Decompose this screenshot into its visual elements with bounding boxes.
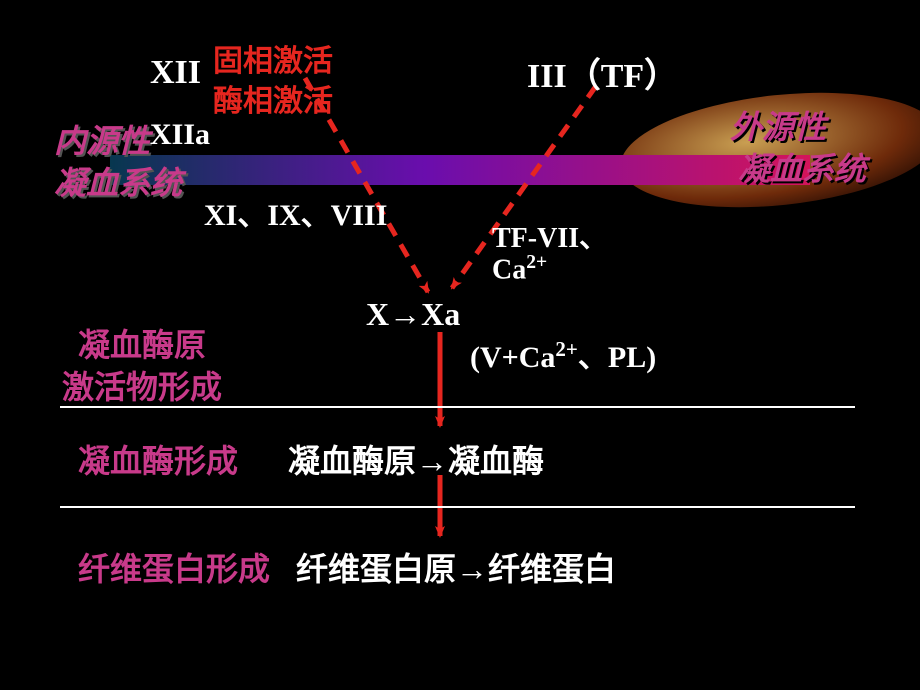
- label-enzyme-activation: 酶相激活: [213, 76, 333, 120]
- label-x-to-xa: X→Xa: [366, 296, 460, 333]
- label-solid-activation: 固相激活: [213, 36, 333, 80]
- label-prothrombin-1: 凝血酶原: [78, 320, 206, 366]
- label-tf-vii: TF-VII、: [492, 216, 607, 256]
- label-prothrombin-2: 激活物形成: [62, 362, 222, 408]
- label-v-ca-pl: (V+Ca2+、PL): [470, 332, 656, 376]
- label-fibrin-reaction: 纤维蛋白原→纤维蛋白: [296, 544, 616, 590]
- label-xi-ix-viii: XI、IX、VIII: [204, 190, 387, 234]
- label-extrinsic-2: 凝血系统: [738, 144, 866, 190]
- label-xiia: XIIa: [150, 118, 210, 152]
- gradient-bar: [110, 155, 810, 185]
- label-xii: XII: [150, 54, 201, 92]
- label-intrinsic-2: 凝血系统: [54, 158, 182, 204]
- label-fibrin-form: 纤维蛋白形成: [78, 544, 270, 590]
- label-thrombin-form: 凝血酶形成: [78, 436, 238, 482]
- label-intrinsic-1: 内源性: [54, 116, 150, 162]
- label-iii-tf: III（TF）: [527, 48, 678, 97]
- label-thrombin-reaction: 凝血酶原→凝血酶: [288, 436, 544, 482]
- label-extrinsic-1: 外源性: [730, 102, 826, 148]
- label-ca2: Ca2+: [492, 252, 547, 286]
